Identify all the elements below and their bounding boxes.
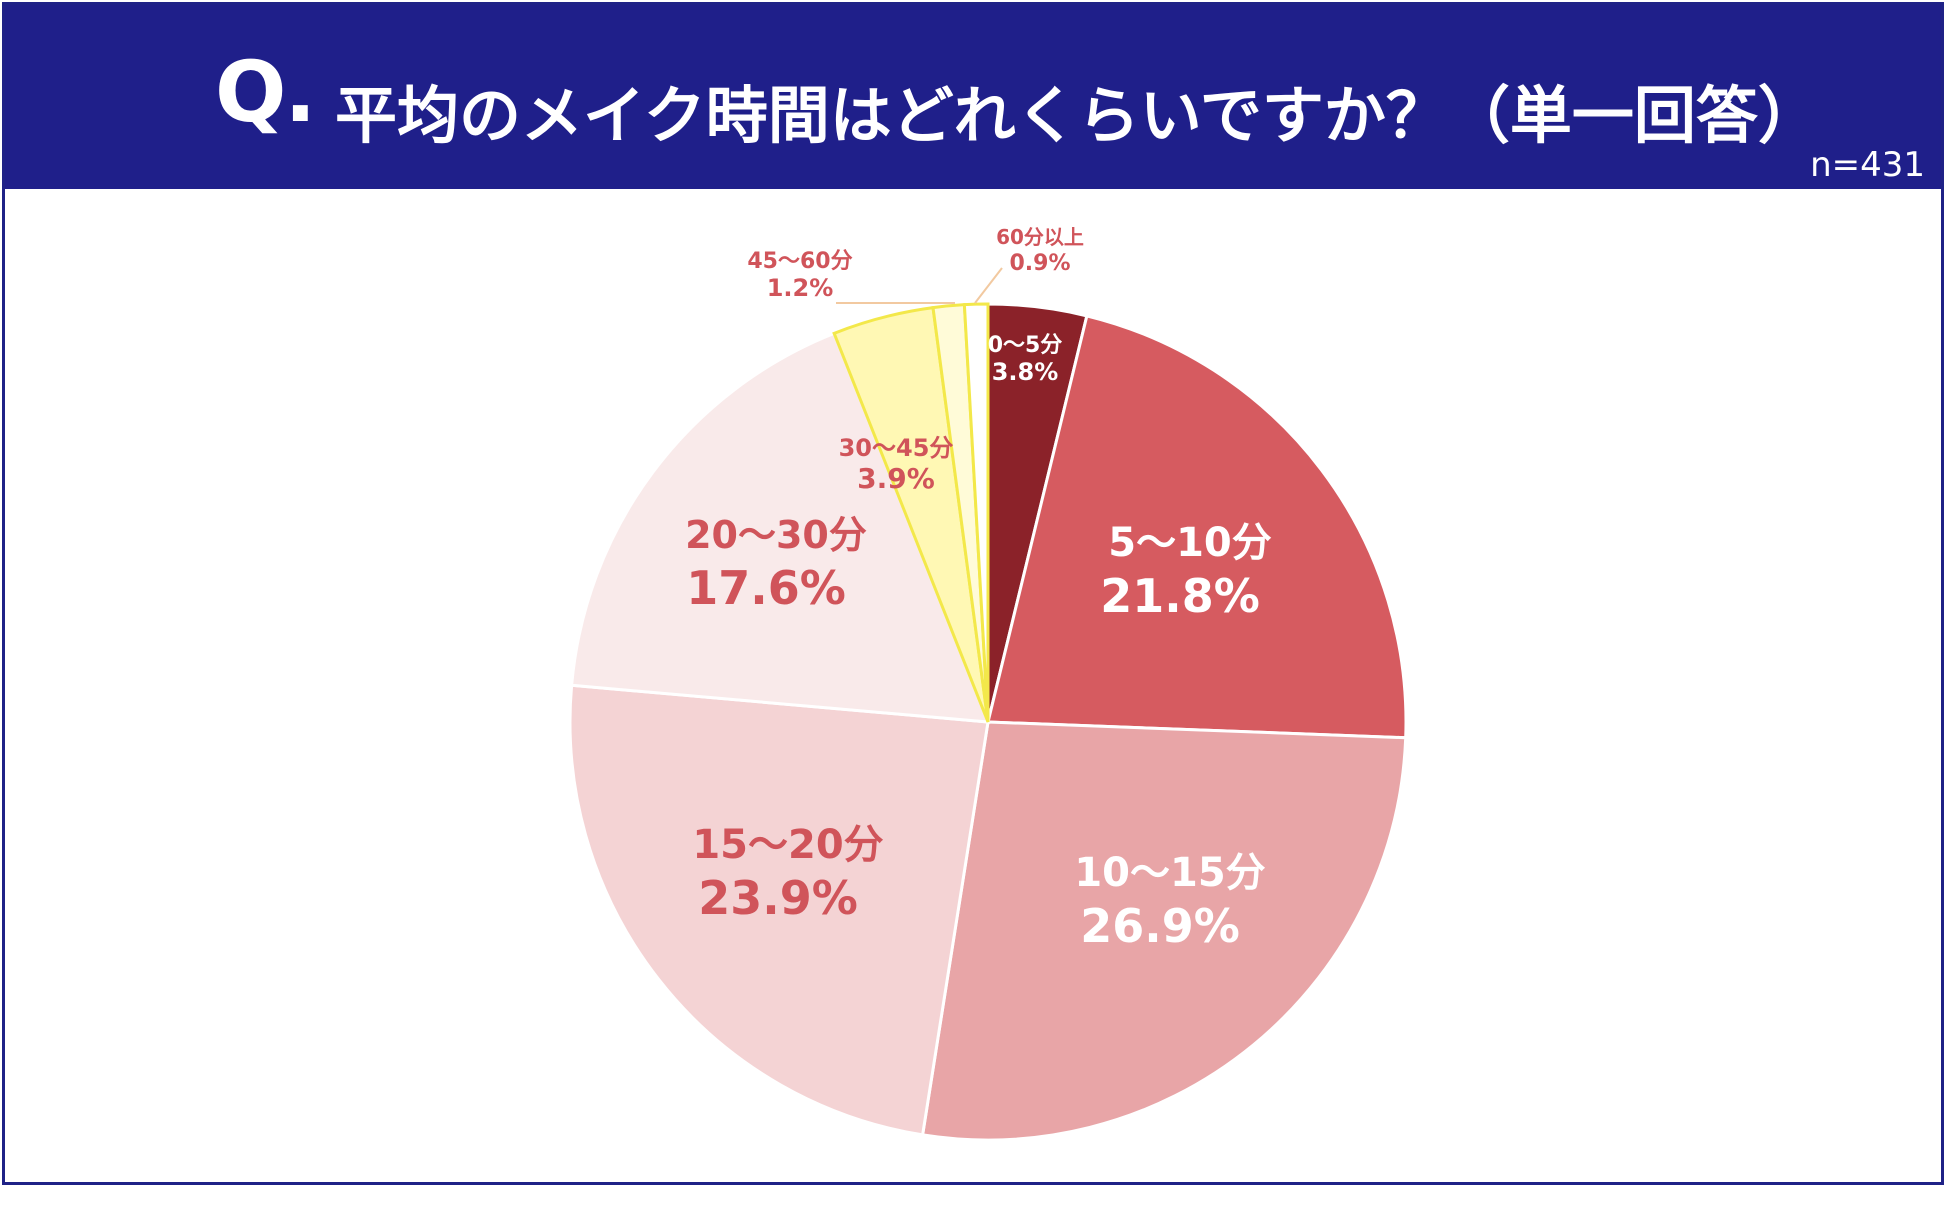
slice-value-label: 0.9%	[1009, 251, 1070, 276]
slice-category-label: 20～30分	[685, 513, 867, 557]
header-bar: Q. 平均のメイク時間はどれくらいですか？（単一回答） n=431	[5, 5, 1941, 189]
pie-slice-8	[962, 302, 990, 723]
slice-category-label: 0～5分	[988, 333, 1063, 358]
pie-slice-2	[986, 314, 1408, 740]
pie-slice-5	[569, 331, 991, 724]
slice-category-label: 60分以上	[996, 225, 1084, 249]
chart-title: 平均のメイク時間はどれくらいですか？（単一回答）	[335, 79, 1820, 152]
pie-slice-3	[920, 720, 1408, 1142]
question-mark: Q.	[215, 43, 316, 141]
slice-value-label: 17.6%	[686, 561, 846, 615]
pie-slice-4	[568, 683, 990, 1137]
slice-value-label: 3.8%	[992, 358, 1059, 386]
slice-value-label: 21.8%	[1100, 569, 1260, 623]
pie-slices	[568, 302, 1408, 1142]
slice-category-label: 10～15分	[1074, 850, 1265, 896]
leader-line-8	[974, 267, 1003, 304]
slice-category-label: 15～20分	[692, 822, 883, 868]
slice-value-label: 23.9%	[698, 871, 858, 925]
slice-category-label: 30～45分	[839, 434, 954, 462]
slice-category-label: 45～60分	[747, 249, 852, 274]
slice-value-label: 1.2%	[767, 274, 834, 302]
slice-value-label: 26.9%	[1080, 899, 1240, 953]
slice-category-label: 5～10分	[1108, 520, 1272, 566]
leader-lines	[836, 267, 1003, 304]
sample-size: n=431	[1810, 145, 1925, 185]
slice-value-label: 3.9%	[857, 462, 935, 495]
